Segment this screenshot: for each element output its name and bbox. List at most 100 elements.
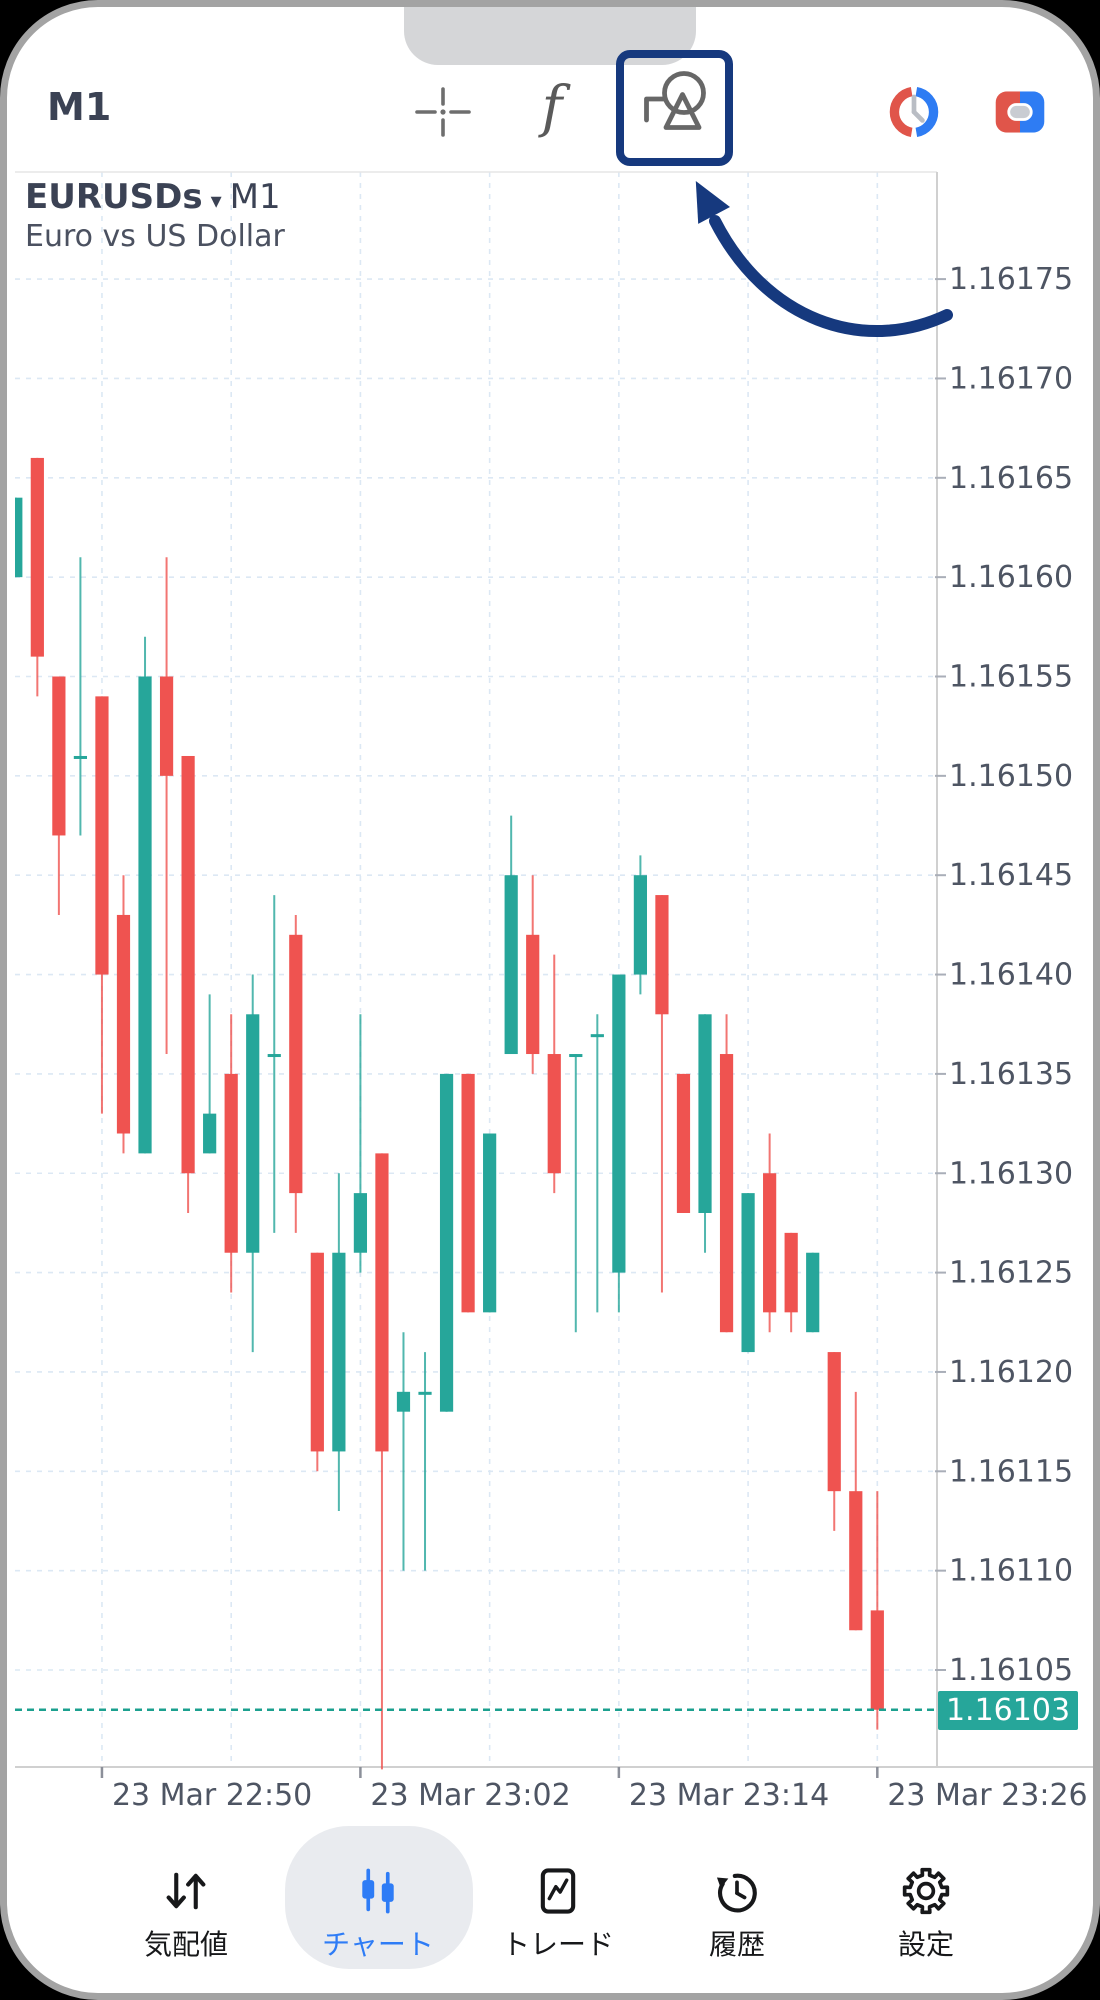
candle [590,1014,604,1313]
svg-text:1.16140: 1.16140 [949,958,1073,993]
svg-text:1.16120: 1.16120 [949,1355,1073,1390]
candle [676,1073,691,1213]
svg-text:1.16160: 1.16160 [949,560,1073,595]
svg-text:1.16175: 1.16175 [949,262,1073,297]
symbol-selector[interactable]: EURUSDs ▾ M1 [25,177,281,217]
candle [73,557,88,836]
candle [569,1054,583,1333]
candle [483,1133,497,1313]
svg-text:1.16170: 1.16170 [949,361,1073,396]
candle [30,457,44,697]
active-tab-pill [285,1826,473,1969]
function-icon: f [541,75,563,140]
nav-label: 履歴 [708,1928,765,1961]
chevron-down-icon: ▾ [210,189,222,214]
symbol-name: EURUSDs [25,177,203,217]
candle [353,1014,368,1273]
objects-shapes-icon [644,71,706,130]
history-clock-icon [716,1873,757,1913]
nav-label: チャート [322,1928,434,1961]
one-click-trading-button[interactable] [990,82,1050,142]
candles-series [15,457,884,1770]
candle [267,895,281,1233]
candle [375,1153,389,1770]
timeframe-label: M1 [47,85,112,129]
candle [784,1232,798,1333]
nav-tab-chart[interactable]: チャート [293,1855,463,1993]
objects-tool-highlight-box [616,50,733,166]
svg-text:23 Mar 23:14: 23 Mar 23:14 [629,1778,829,1813]
chart-timeframe: M1 [229,177,281,217]
candle [806,1252,820,1333]
candle [849,1391,863,1631]
candle [612,974,626,1313]
svg-text:1.16110: 1.16110 [949,1554,1073,1589]
svg-text:1.16135: 1.16135 [949,1057,1073,1092]
trade-chart-icon [540,1868,576,1914]
gridlines [15,172,937,1767]
candle [633,855,648,995]
chart-canvas[interactable]: 1.16175 1.16170 1.16165 1.16160 1.16155 1.161… [7,7,1100,2000]
svg-text:1.16165: 1.16165 [949,461,1073,496]
market-sessions-button[interactable] [884,82,944,142]
candle [418,1352,432,1571]
candle [224,1014,238,1293]
candle [181,755,195,1213]
candle [461,1073,475,1313]
quotes-updown-arrows-icon [166,1872,206,1910]
nav-label: トレード [501,1928,614,1961]
candle [547,954,561,1194]
svg-text:23 Mar 23:26: 23 Mar 23:26 [887,1778,1087,1813]
current-price-badge: 1.16103 [938,1691,1078,1730]
svg-text:23 Mar 23:02: 23 Mar 23:02 [370,1778,570,1813]
chart-borders [15,171,1093,1768]
svg-text:23 Mar 22:50: 23 Mar 22:50 [112,1778,312,1813]
candle [439,1073,454,1412]
svg-text:1.16155: 1.16155 [949,660,1073,695]
svg-text:1.16115: 1.16115 [949,1454,1073,1489]
nav-label: 設定 [897,1928,954,1961]
indicators-button[interactable]: f [527,75,577,141]
candle [95,696,109,1114]
svg-text:1.16130: 1.16130 [949,1156,1073,1191]
svg-text:1.16150: 1.16150 [949,759,1073,794]
candle [396,1332,411,1571]
nav-label: 気配値 [143,1928,228,1961]
nav-tab-settings[interactable]: 設定 [841,1855,1011,1993]
session-clock-icon [889,87,939,137]
candle [289,914,303,1233]
x-axis-labels: 23 Mar 22:50 23 Mar 23:02 23 Mar 23:14 23 M… [100,1767,1088,1813]
candle [246,974,260,1353]
y-axis-labels: 1.16175 1.16170 1.16165 1.16160 1.16155 1.161… [935,262,1073,1688]
candle [655,895,669,1293]
candle [52,676,66,915]
objects-button[interactable] [633,66,717,150]
candle [159,557,174,1055]
symbol-description: Euro vs US Dollar [25,219,285,254]
candle [870,1491,884,1730]
gear-icon [902,1867,950,1915]
chart-candles-icon [362,1868,394,1914]
candle [741,1193,755,1353]
svg-text:1.16145: 1.16145 [949,858,1073,893]
candle [138,636,152,1154]
candle [116,875,131,1154]
nav-tab-trade[interactable]: トレード [473,1855,643,1993]
candle [827,1352,841,1531]
crosshair-button[interactable] [415,87,471,137]
nav-tab-history[interactable]: 履歴 [652,1855,822,1993]
candle [719,1014,734,1333]
candle [310,1252,324,1472]
svg-text:1.16105: 1.16105 [949,1653,1073,1688]
crosshair-icon [415,87,471,137]
one-click-trading-icon [995,91,1045,133]
candle [504,815,518,1055]
candle [15,497,23,578]
nav-tab-quotes[interactable]: 気配値 [101,1855,271,1993]
candle [332,1173,346,1512]
candle [763,1133,777,1333]
candle [698,1014,712,1253]
candle [526,875,540,1074]
candle [203,994,217,1154]
